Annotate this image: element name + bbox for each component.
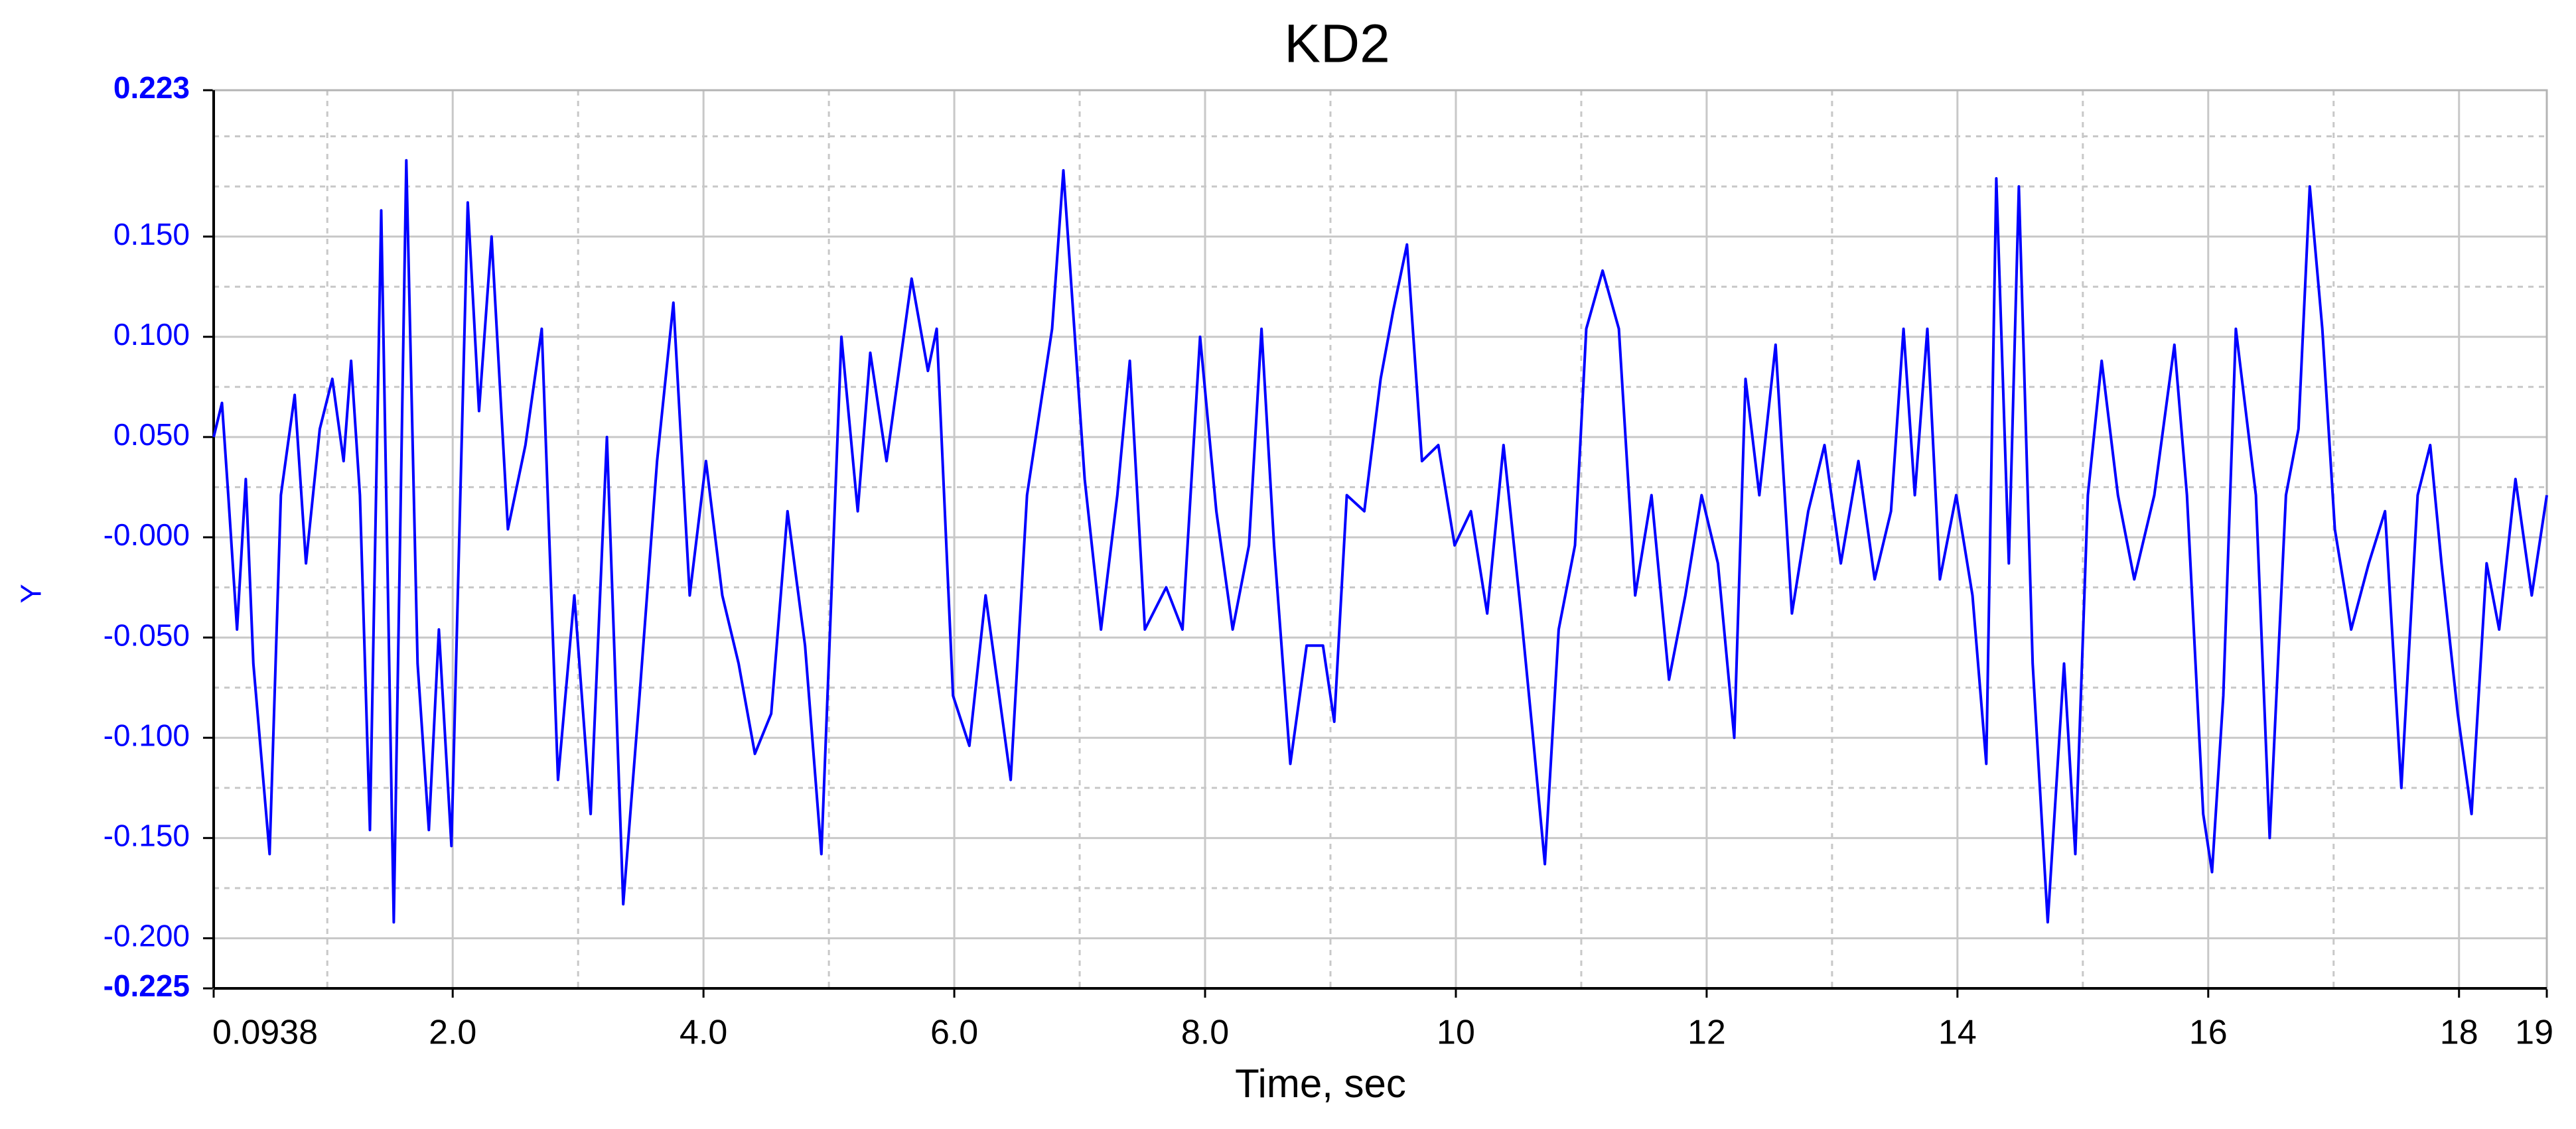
x-tick-label: 4.0 (680, 1014, 727, 1052)
x-tick-label: 0.0938 (212, 1014, 318, 1052)
data-line (212, 159, 2548, 924)
x-tick-label: 6.0 (930, 1014, 978, 1052)
y-tick-label: -0.050 (104, 618, 190, 652)
x-axis-label: Time, sec (1235, 1061, 1406, 1106)
x-tick-label: 14 (1938, 1014, 1977, 1052)
y-tick-label: 0.050 (113, 417, 190, 452)
y-tick-label: 0.100 (113, 317, 190, 352)
chart-title: KD2 (1284, 14, 1390, 74)
x-tick-label: 8.0 (1181, 1014, 1229, 1052)
y-tick-label: -0.000 (104, 517, 190, 552)
y-axis-label: Y (15, 584, 48, 603)
x-tick-label: 2.0 (429, 1014, 476, 1052)
x-tick-label: 19 (2515, 1014, 2553, 1052)
x-tick-label: 12 (1687, 1014, 1726, 1052)
y-tick-label: -0.225 (104, 968, 190, 1003)
x-tick-label: 10 (1437, 1014, 1475, 1052)
y-tick-label: -0.200 (104, 919, 190, 953)
y-tick-label: 0.223 (113, 70, 190, 105)
y-tick-label: 0.150 (113, 217, 190, 251)
y-tick-label: -0.100 (104, 718, 190, 752)
x-tick-label: 18 (2440, 1014, 2478, 1052)
x-tick-label: 16 (2189, 1014, 2228, 1052)
y-tick-label: -0.150 (104, 818, 190, 852)
